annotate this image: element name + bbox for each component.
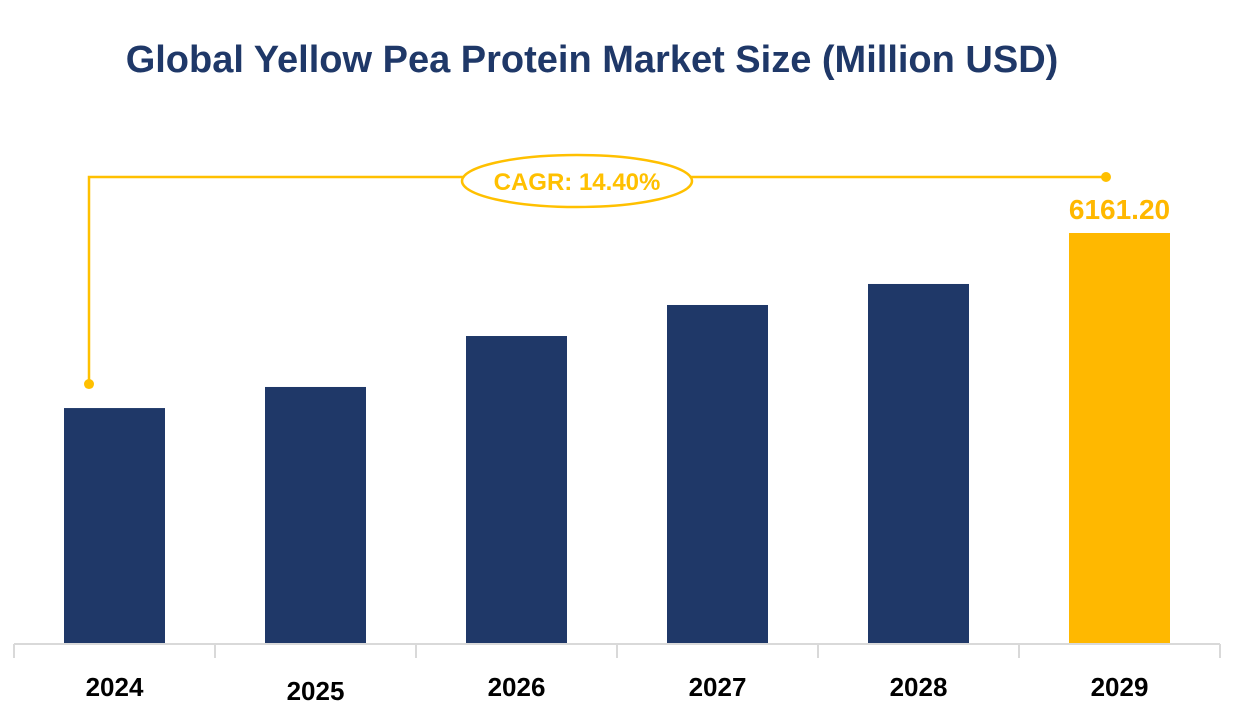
x-tick-label: 2025 [287, 676, 345, 706]
bar-2026 [466, 336, 567, 644]
chart-title: Global Yellow Pea Protein Market Size (M… [126, 39, 1059, 81]
bar-2028 [868, 283, 969, 644]
cagr-start-dot [84, 379, 94, 390]
bar-2025 [265, 386, 366, 644]
data-label: 6161.20 [1069, 194, 1170, 225]
cagr-ellipse [460, 153, 694, 209]
bar-2024 [64, 408, 165, 644]
x-tick-label: 2028 [890, 672, 948, 702]
cagr-end-dot [1101, 172, 1111, 182]
x-tick-label: 2024 [86, 672, 144, 702]
bar-2027 [667, 304, 768, 644]
x-tick-label: 2026 [488, 672, 546, 702]
bar-2029 [1069, 233, 1170, 644]
cagr-label: CAGR: 14.40% [494, 169, 661, 196]
x-tick-label: 2029 [1091, 672, 1149, 702]
x-tick-label: 2027 [689, 672, 747, 702]
cagr-bracket-line [87, 175, 1106, 385]
